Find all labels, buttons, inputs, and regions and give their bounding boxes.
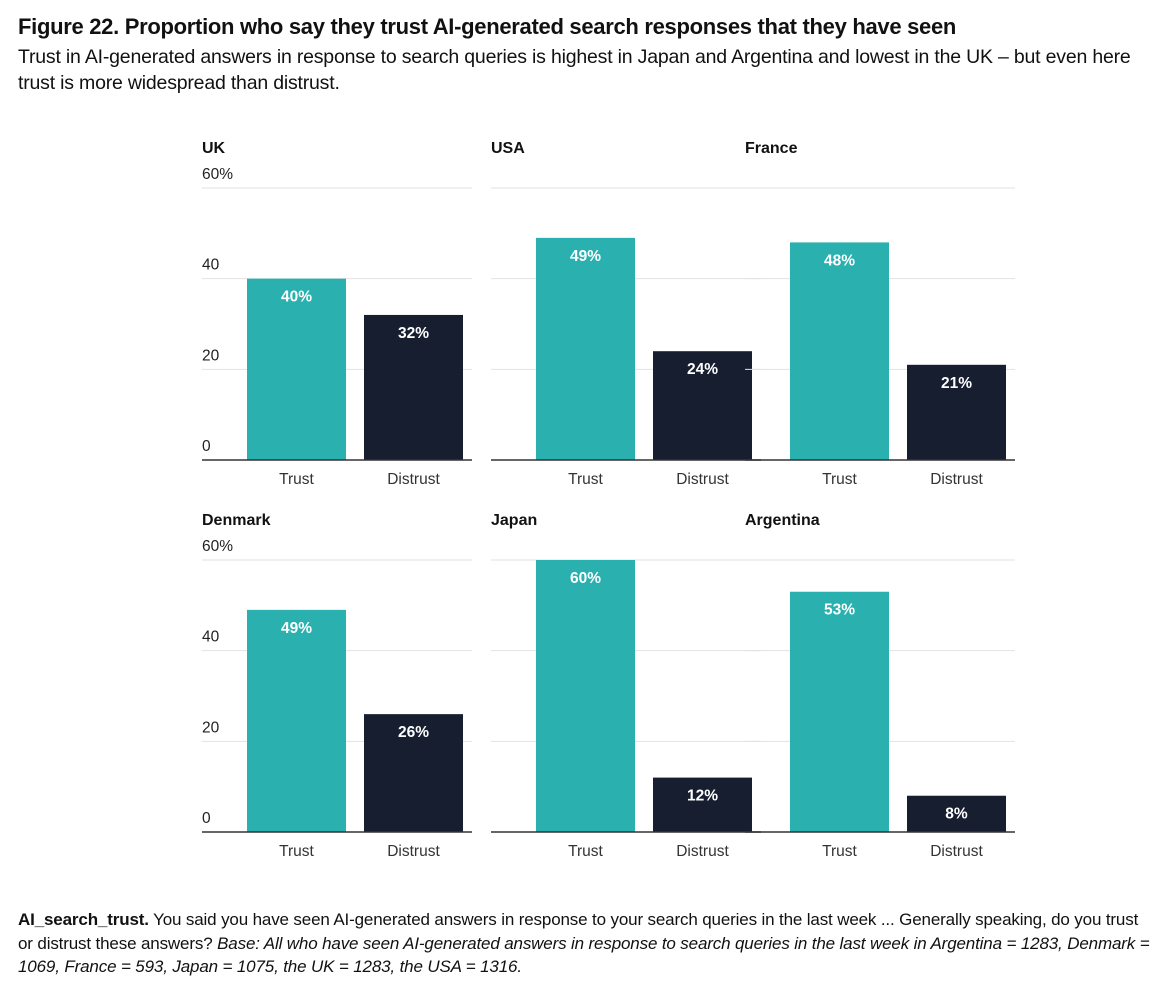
panel-title: USA	[491, 140, 525, 157]
bar-distrust	[653, 351, 752, 460]
data-label: 32%	[398, 325, 429, 342]
panel-denmark: Denmark 0 20 40 60% 49% Trust 26% Distrust	[202, 512, 472, 860]
panel-title: Argentina	[745, 512, 820, 529]
data-label: 60%	[570, 570, 601, 587]
figure-subtitle: Trust in AI-generated answers in respons…	[18, 46, 1131, 94]
category-label: Trust	[822, 843, 857, 860]
bar-trust	[790, 591, 889, 832]
y-tick-label: 20	[202, 719, 220, 736]
y-tick-label: 0	[202, 810, 211, 827]
category-label: Distrust	[387, 471, 440, 488]
category-label: Trust	[279, 471, 314, 488]
category-label: Trust	[279, 843, 314, 860]
category-label: Distrust	[676, 843, 729, 860]
data-label: 24%	[687, 361, 718, 378]
category-label: Distrust	[387, 843, 440, 860]
category-label: Trust	[568, 843, 603, 860]
category-label: Trust	[822, 471, 857, 488]
bar-distrust	[907, 364, 1006, 460]
y-tick-label: 60%	[202, 538, 233, 555]
data-label: 21%	[941, 375, 972, 392]
y-tick-label: 20	[202, 347, 220, 364]
footnote: AI_search_trust. You said you have seen …	[18, 908, 1153, 979]
panel-japan: Japan 60% Trust 12% Distrust	[491, 512, 761, 860]
panel-title: Japan	[491, 512, 537, 529]
data-label: 40%	[281, 289, 312, 306]
panel-usa: USA 49% Trust 24% Distrust	[491, 140, 761, 488]
bar-trust	[247, 278, 346, 460]
bar-distrust	[653, 777, 752, 832]
bar-trust	[536, 237, 635, 460]
data-label: 8%	[945, 806, 968, 823]
bar-trust	[247, 609, 346, 832]
y-tick-label: 0	[202, 438, 211, 455]
question-id: AI_search_trust.	[18, 910, 149, 929]
panel-title: France	[745, 140, 798, 157]
category-label: Distrust	[930, 471, 983, 488]
category-label: Trust	[568, 471, 603, 488]
figure-title: Figure 22. Proportion who say they trust…	[18, 14, 957, 39]
data-label: 26%	[398, 724, 429, 741]
y-tick-label: 40	[202, 629, 220, 646]
small-multiples-bar-chart: UK 0 20 40 60% 40% Trust 32% Distrust USA 49% Trust…	[202, 140, 1015, 860]
data-label: 48%	[824, 252, 855, 269]
category-label: Distrust	[676, 471, 729, 488]
panel-argentina: Argentina 53% Trust 8% Distrust	[745, 512, 1015, 860]
bar-trust	[790, 242, 889, 460]
category-label: Distrust	[930, 843, 983, 860]
data-label: 49%	[570, 248, 601, 265]
y-tick-label: 40	[202, 257, 220, 274]
bar-trust	[536, 560, 635, 832]
question-text: You said you have seen AI-generated answ…	[18, 910, 1139, 953]
y-tick-label: 60%	[202, 166, 233, 183]
panel-uk: UK 0 20 40 60% 40% Trust 32% Distrust	[202, 140, 472, 488]
data-label: 49%	[281, 620, 312, 637]
bar-distrust	[364, 714, 463, 832]
bar-distrust	[907, 795, 1006, 832]
data-label: 12%	[687, 788, 718, 805]
base-note: Base: All who have seen AI-generated ans…	[18, 933, 1150, 977]
data-label: 53%	[824, 602, 855, 619]
panel-title: UK	[202, 140, 226, 157]
panel-title: Denmark	[202, 512, 271, 529]
bar-distrust	[364, 314, 463, 460]
panel-france: France 48% Trust 21% Distrust	[745, 140, 1015, 488]
